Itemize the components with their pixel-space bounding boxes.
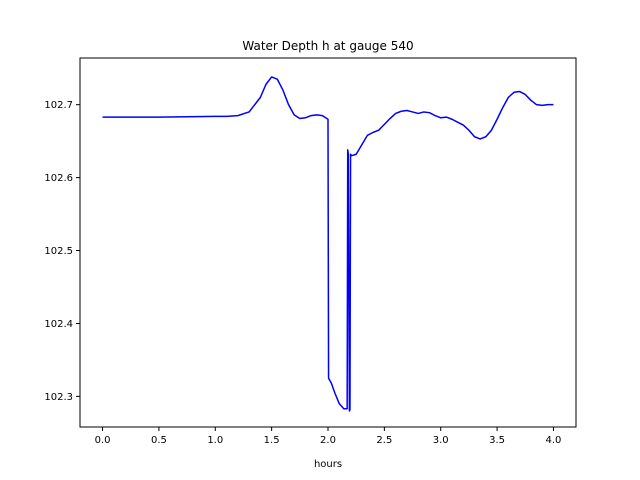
x-tick-label: 0.5 — [151, 435, 167, 446]
x-axis-label: hours — [314, 459, 342, 470]
x-tick-label: 4.0 — [546, 435, 562, 446]
x-tick-label: 3.0 — [433, 435, 449, 446]
y-tick-label: 102.3 — [44, 392, 73, 403]
x-tick-label: 0.0 — [95, 435, 111, 446]
y-tick-label: 102.4 — [44, 319, 73, 330]
y-tick-label: 102.6 — [44, 173, 73, 184]
x-tick-label: 3.5 — [489, 435, 505, 446]
x-axis: 0.0 0.5 1.0 1.5 2.0 2.5 3.0 3.5 4.0 — [95, 427, 562, 446]
y-tick-label: 102.5 — [44, 246, 73, 257]
series-line-0 — [102, 76, 554, 412]
y-axis: 102.3 102.4 102.5 102.6 102.7 — [44, 100, 80, 403]
x-tick-label: 1.0 — [207, 435, 223, 446]
x-tick-label: 2.0 — [320, 435, 336, 446]
y-tick-label: 102.7 — [44, 100, 73, 111]
chart-title: Water Depth h at gauge 540 — [242, 39, 413, 53]
x-tick-label: 2.5 — [376, 435, 392, 446]
x-tick-label: 1.5 — [264, 435, 280, 446]
